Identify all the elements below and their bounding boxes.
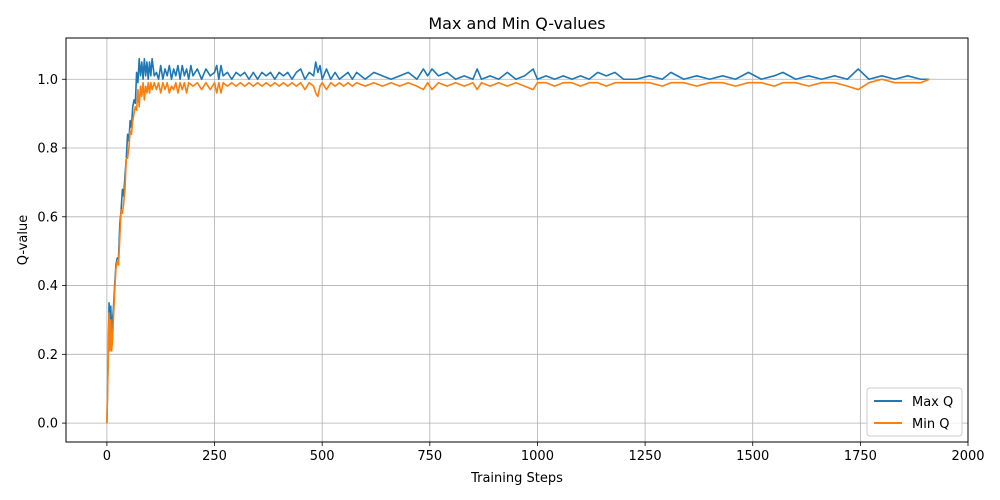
legend-items: Max Q Min Q [874, 395, 953, 432]
y-axis: 0.0 0.2 0.4 0.6 0.8 1.0 [37, 73, 66, 432]
y-tick-label: 0.6 [37, 210, 58, 225]
x-tick-label: 250 [202, 449, 227, 464]
y-axis-title: Q-value [16, 215, 31, 265]
x-tick-label: 1500 [736, 449, 769, 464]
x-tick-label: 0 [103, 449, 111, 464]
x-tick-label: 1750 [844, 449, 877, 464]
y-tick-label: 0.0 [37, 417, 58, 432]
x-tick-label: 500 [310, 449, 335, 464]
legend-label-max-q: Max Q [912, 395, 953, 410]
series-line-min-q [106, 78, 930, 424]
plot-area [65, 37, 969, 443]
x-tick-label: 1250 [629, 449, 662, 464]
y-tick-label: 0.2 [37, 348, 58, 363]
chart-title: Max and Min Q-values [428, 14, 605, 33]
x-tick-label: 750 [417, 449, 442, 464]
x-axis: 0 250 500 750 1000 1250 1500 1750 2000 [103, 442, 985, 464]
legend-label-min-q: Min Q [912, 417, 949, 432]
legend: Max Q Min Q [866, 387, 963, 437]
x-axis-title: Training Steps [470, 471, 563, 486]
series-lines [106, 57, 930, 424]
series-line-max-q [106, 57, 930, 424]
y-tick-label: 1.0 [37, 73, 58, 88]
plot-frame [65, 37, 969, 443]
y-tick-label: 0.8 [37, 142, 58, 157]
y-tick-label: 0.4 [37, 279, 58, 294]
x-tick-label: 2000 [951, 449, 984, 464]
plot-background [66, 38, 968, 442]
x-tick-label: 1000 [521, 449, 554, 464]
